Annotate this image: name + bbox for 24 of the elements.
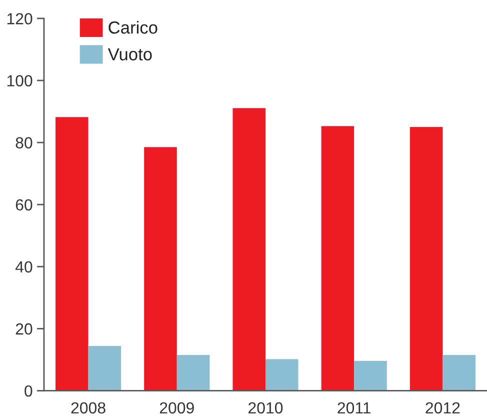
y-tick-label: 40: [15, 261, 32, 273]
bar: [410, 127, 443, 391]
y-tick-label: 60: [16, 199, 32, 211]
y-tick-label: 120: [7, 13, 32, 24]
bar: [144, 147, 177, 391]
x-tick-label: 2012: [426, 402, 460, 414]
y-tick-label: 80: [16, 137, 32, 148]
bar: [354, 360, 387, 391]
x-tick-label: 2010: [248, 402, 283, 414]
bar: [55, 117, 88, 391]
bar: [88, 346, 122, 391]
bar: [176, 355, 210, 391]
y-tick-label: 0: [24, 385, 32, 397]
legend-label: Carico: [108, 20, 158, 34]
y-tick-label: 20: [16, 323, 32, 335]
y-tick-label: 100: [7, 75, 32, 86]
bar: [442, 355, 476, 391]
bar: [265, 359, 298, 391]
x-tick-label: 2009: [160, 402, 194, 414]
x-tick-label: 2008: [71, 402, 106, 414]
legend-label: Vuoto: [108, 48, 152, 60]
bar: [232, 108, 266, 391]
x-tick-label: 2011: [338, 402, 370, 414]
bar: [321, 126, 354, 391]
